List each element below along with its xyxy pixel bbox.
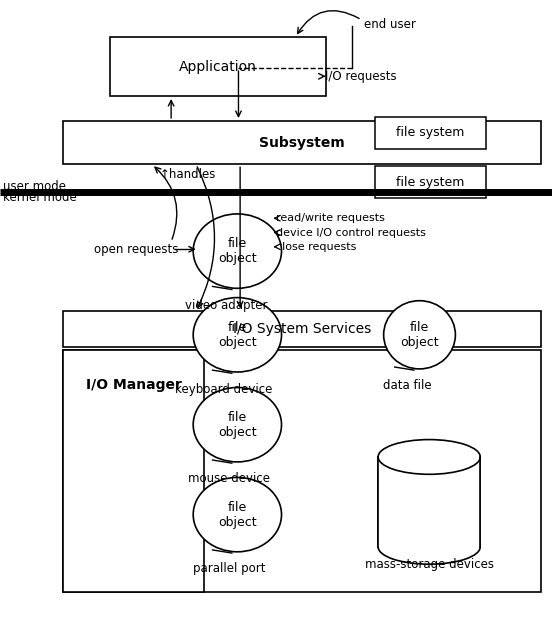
- Ellipse shape: [193, 477, 282, 552]
- Bar: [63, 350, 204, 592]
- Ellipse shape: [384, 301, 455, 369]
- Bar: [63, 121, 541, 164]
- Text: file
object: file object: [218, 410, 257, 439]
- Text: I/O System Services: I/O System Services: [233, 322, 371, 336]
- Text: open requests: open requests: [94, 243, 178, 255]
- Bar: [110, 37, 326, 96]
- Ellipse shape: [378, 440, 480, 474]
- Text: Application: Application: [179, 60, 257, 74]
- Bar: [63, 311, 541, 347]
- Text: user mode: user mode: [3, 180, 66, 192]
- Text: file
object: file object: [218, 237, 257, 265]
- Ellipse shape: [193, 214, 282, 288]
- Text: parallel port: parallel port: [193, 562, 266, 575]
- Ellipse shape: [193, 388, 282, 462]
- Text: file system: file system: [396, 126, 465, 139]
- Text: file
object: file object: [218, 500, 257, 529]
- Text: close requests: close requests: [276, 242, 357, 252]
- Text: file system: file system: [396, 176, 465, 188]
- Bar: [63, 350, 541, 592]
- Text: file
object: file object: [400, 321, 439, 349]
- Text: read/write requests: read/write requests: [276, 213, 385, 223]
- Ellipse shape: [193, 298, 282, 372]
- Bar: [378, 457, 480, 547]
- Text: Subsystem: Subsystem: [259, 136, 345, 149]
- Text: file
object: file object: [218, 321, 257, 349]
- Text: ↑handles: ↑handles: [160, 169, 216, 181]
- Text: kernel mode: kernel mode: [3, 191, 77, 203]
- Text: mouse device: mouse device: [188, 472, 270, 485]
- Bar: [375, 117, 486, 149]
- Text: I/O Manager: I/O Manager: [86, 378, 182, 392]
- Bar: [375, 166, 486, 198]
- Text: I/O requests: I/O requests: [325, 70, 396, 82]
- Text: device I/O control requests: device I/O control requests: [276, 228, 426, 237]
- Text: data file: data file: [383, 379, 432, 392]
- Text: video adapter: video adapter: [185, 299, 268, 312]
- Text: mass-storage devices: mass-storage devices: [365, 558, 493, 571]
- Text: end user: end user: [364, 19, 416, 31]
- Text: keyboard device: keyboard device: [175, 383, 272, 396]
